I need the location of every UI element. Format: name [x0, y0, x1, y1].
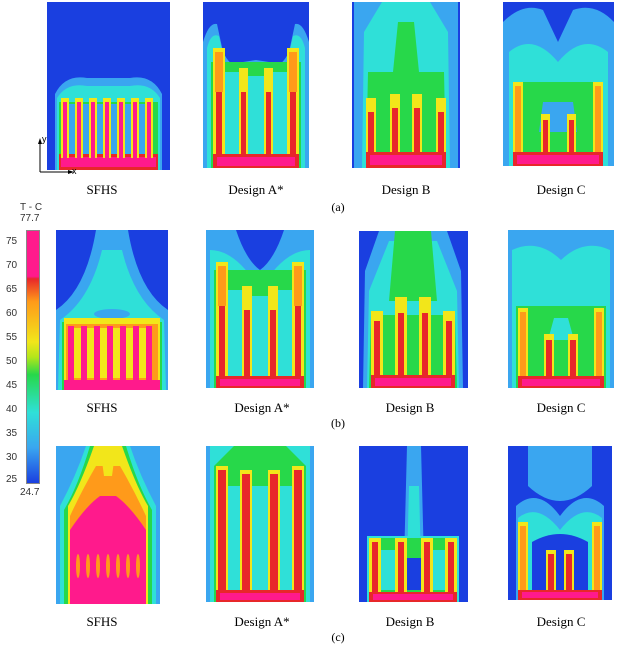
label-c-sfhs: SFHS — [86, 614, 118, 629]
panel-a-design-c — [503, 2, 614, 166]
panel-a-design-b — [352, 2, 460, 168]
colorbar-tick: 30 — [6, 452, 18, 463]
panel-b-design-b — [359, 231, 468, 388]
label-c-design-b: Design B — [385, 614, 435, 629]
panel-a-design-a — [203, 2, 309, 168]
axis-x-label: x — [72, 166, 77, 176]
colorbar-tick: 55 — [6, 332, 18, 343]
label-a-sfhs: SFHS — [86, 182, 118, 197]
panel-c-design-a — [206, 446, 314, 602]
panel-c-sfhs — [56, 446, 160, 604]
colorbar-tick: 25 — [6, 474, 18, 485]
row-tag-b: (b) — [331, 416, 345, 430]
row-tag-a: (a) — [331, 200, 345, 214]
label-c-design-c: Design C — [536, 614, 586, 629]
colorbar-tick: 75 — [6, 236, 18, 247]
label-c-design-a: Design A* — [234, 614, 290, 629]
panel-b-design-a — [206, 230, 314, 388]
label-a-design-c: Design C — [536, 182, 586, 197]
colorbar-tick: 45 — [6, 380, 18, 391]
colorbar-gradient — [26, 230, 40, 484]
label-a-design-b: Design B — [381, 182, 431, 197]
colorbar-tick: 40 — [6, 404, 18, 415]
colorbar-tick: 60 — [6, 308, 18, 319]
colorbar-title: T - C — [20, 202, 43, 213]
panel-c-design-c — [508, 446, 612, 600]
row-tag-c: (c) — [331, 630, 345, 644]
axis-y-label: y — [42, 134, 47, 144]
label-b-design-b: Design B — [385, 400, 435, 415]
label-a-design-a: Design A* — [228, 182, 284, 197]
panel-b-sfhs — [56, 230, 168, 390]
panel-b-design-c — [508, 230, 614, 388]
label-b-design-c: Design C — [536, 400, 586, 415]
colorbar-tick: 65 — [6, 284, 18, 295]
colorbar-max: 77.7 — [20, 213, 40, 224]
panel-a-sfhs — [47, 2, 170, 170]
colorbar-tick: 50 — [6, 356, 18, 367]
panel-c-design-b — [359, 446, 468, 602]
label-b-design-a: Design A* — [234, 400, 290, 415]
colorbar-tick: 70 — [6, 260, 18, 271]
colorbar-tick: 35 — [6, 428, 18, 439]
colorbar-min: 24.7 — [20, 487, 40, 498]
label-b-sfhs: SFHS — [86, 400, 118, 415]
